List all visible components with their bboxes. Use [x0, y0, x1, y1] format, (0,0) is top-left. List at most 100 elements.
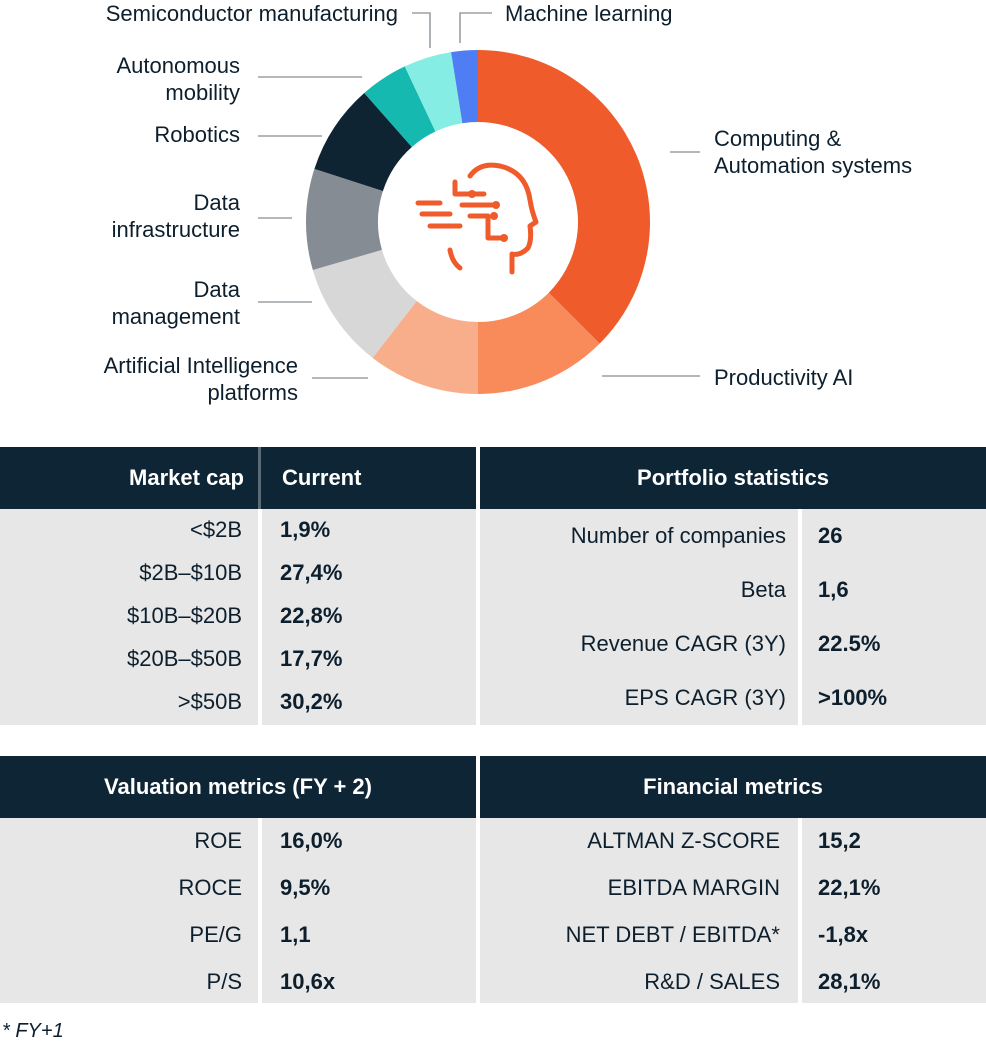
portfolio-row-value: 22.5% [818, 631, 881, 656]
portfolio-row-label: Number of companies [570, 523, 786, 548]
valuation-row-label: P/S [206, 969, 242, 994]
financial-row-value: 15,2 [818, 828, 861, 853]
valuation-row-value: 10,6x [280, 969, 336, 994]
valuation-divider [258, 818, 262, 1003]
financial-divider [798, 818, 802, 1003]
valuation-metrics-table: Valuation metrics (FY + 2) ROE 16,0% ROCE 9… [0, 756, 476, 1003]
market-cap-row-label: <$2B [190, 517, 242, 542]
market-cap-row-value: 1,9% [280, 517, 331, 542]
valuation-row-label: ROE [194, 828, 242, 853]
slice-label-robotics: Robotics [154, 122, 240, 147]
portfolio-header-label: Portfolio statistics [637, 465, 829, 490]
market-cap-row-value: 22,8% [280, 603, 343, 628]
market-cap-table: Market cap Current <$2B 1,9% $2B–$10B 27,4%… [0, 447, 476, 725]
valuation-row-label: PE/G [189, 922, 242, 947]
portfolio-row: EPS CAGR (3Y) >100% [480, 685, 986, 715]
slice-label-artificial-intelligence-platforms: Artificial Intelligence [104, 353, 298, 378]
market-cap-row: >$50B 30,2% [0, 689, 476, 719]
portfolio-statistics-table: Portfolio statistics Number of companies… [480, 447, 986, 725]
slice-label-computing-and-automation-systems: Computing & [714, 126, 842, 151]
valuation-body: ROE 16,0% ROCE 9,5% PE/G 1,1 P/S 10,6x [0, 818, 476, 1003]
market-cap-header: Market cap Current [0, 447, 476, 509]
valuation-row: ROCE 9,5% [0, 875, 476, 905]
market-cap-row: <$2B 1,9% [0, 517, 476, 547]
slice-label-data-management: management [112, 304, 240, 329]
market-cap-row-value: 30,2% [280, 689, 343, 714]
slice-data-infrastructure [306, 168, 383, 270]
portfolio-row-label: Revenue CAGR (3Y) [580, 631, 786, 656]
financial-metrics-table: Financial metrics ALTMAN Z-SCORE 15,2 EBIT… [480, 756, 986, 1003]
portfolio-row: Beta 1,6 [480, 577, 986, 607]
slice-label-computing-and-automation-systems: Automation systems [714, 153, 912, 178]
financial-row-label: EBITDA MARGIN [607, 875, 780, 900]
market-cap-row: $10B–$20B 22,8% [0, 603, 476, 633]
portfolio-body: Number of companies 26 Beta 1,6 Revenue CAGR… [480, 509, 986, 725]
financial-row-value: -1,8x [818, 922, 869, 947]
valuation-row: P/S 10,6x [0, 969, 476, 999]
market-cap-row-value: 27,4% [280, 560, 343, 585]
valuation-row: PE/G 1,1 [0, 922, 476, 952]
portfolio-row: Revenue CAGR (3Y) 22.5% [480, 631, 986, 661]
market-cap-row-label: >$50B [177, 689, 242, 714]
valuation-row: ROE 16,0% [0, 828, 476, 858]
slice-label-artificial-intelligence-platforms: platforms [208, 380, 298, 405]
footnote: * FY+1 [2, 1020, 64, 1042]
portfolio-row-value: >100% [818, 685, 888, 710]
financial-body: ALTMAN Z-SCORE 15,2 EBITDA MARGIN 22,1% NET … [480, 818, 986, 1003]
slice-autonomous-mobility [364, 66, 436, 147]
financial-row-label: R&D / SALES [644, 969, 780, 994]
market-cap-header-divider [258, 447, 261, 509]
financial-header-label: Financial metrics [643, 774, 823, 799]
market-cap-header-label: Market cap [129, 465, 244, 490]
slice-artificial-intelligence-platforms [372, 301, 478, 394]
donut-chart: Computing & Automation systems Productivit… [0, 0, 986, 440]
slice-label-data-management: Data [194, 277, 241, 302]
valuation-header: Valuation metrics (FY + 2) [0, 756, 476, 818]
current-header-label: Current [282, 465, 362, 490]
portfolio-row-value: 1,6 [818, 577, 849, 602]
portfolio-row-label: EPS CAGR (3Y) [624, 685, 786, 710]
financial-row: NET DEBT / EBITDA* -1,8x [480, 922, 986, 952]
leader-line-machine-learning [459, 12, 492, 43]
portfolio-row: Number of companies 26 [480, 523, 986, 553]
market-cap-body: <$2B 1,9% $2B–$10B 27,4% $10B–$20B 22,8% $20B–… [0, 509, 476, 725]
slice-computing-and-automation-systems [478, 50, 651, 344]
valuation-row-value: 9,5% [280, 875, 331, 900]
portfolio-divider [798, 509, 802, 725]
portfolio-row-value: 26 [818, 523, 843, 548]
financial-header: Financial metrics [480, 756, 986, 818]
slice-label-semiconductor-manufacturing: Semiconductor manufacturing [106, 1, 398, 26]
valuation-row-value: 1,1 [280, 922, 311, 947]
financial-row: ALTMAN Z-SCORE 15,2 [480, 828, 986, 858]
portfolio-row-label: Beta [740, 577, 786, 602]
slice-label-data-infrastructure: infrastructure [112, 217, 240, 242]
market-cap-row: $20B–$50B 17,7% [0, 646, 476, 676]
slice-machine-learning [451, 50, 478, 124]
ai-head-icon [415, 162, 539, 275]
slice-productivity-ai [478, 292, 600, 394]
market-cap-divider [258, 509, 262, 725]
slice-label-machine-learning: Machine learning [505, 1, 673, 26]
portfolio-header: Portfolio statistics [480, 447, 986, 509]
slice-data-management [312, 249, 417, 358]
financial-row-value: 22,1% [818, 875, 881, 900]
slice-semiconductor-manufacturing [404, 52, 463, 132]
market-cap-row-label: $2B–$10B [139, 560, 242, 585]
slice-label-autonomous-mobility: mobility [165, 80, 240, 105]
valuation-row-value: 16,0% [280, 828, 343, 853]
market-cap-row-label: $20B–$50B [127, 646, 242, 671]
leader-line-semiconductor-manufacturing [412, 12, 431, 48]
valuation-header-label: Valuation metrics (FY + 2) [104, 774, 372, 799]
valuation-row-label: ROCE [178, 875, 242, 900]
market-cap-row-label: $10B–$20B [127, 603, 242, 628]
slice-label-autonomous-mobility: Autonomous [116, 53, 240, 78]
market-cap-row-value: 17,7% [280, 646, 343, 671]
market-cap-row: $2B–$10B 27,4% [0, 560, 476, 590]
slice-label-productivity-ai: Productivity AI [714, 365, 853, 390]
financial-row: EBITDA MARGIN 22,1% [480, 875, 986, 905]
financial-row-value: 28,1% [818, 969, 881, 994]
financial-row: R&D / SALES 28,1% [480, 969, 986, 999]
donut-svg: Computing &Automation systems Productivit… [104, 1, 913, 405]
slice-robotics [314, 92, 412, 192]
financial-row-label: NET DEBT / EBITDA* [565, 922, 780, 947]
